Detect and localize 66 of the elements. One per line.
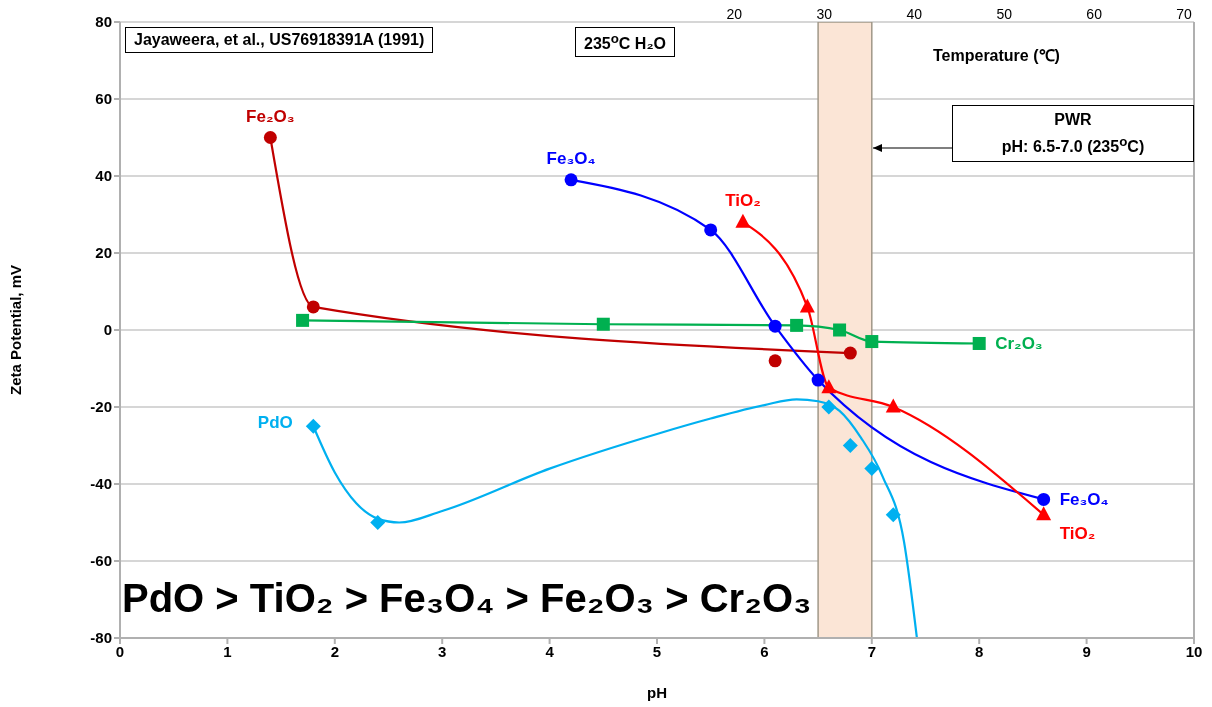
point: [821, 379, 837, 394]
point: [768, 354, 782, 368]
x-axis-title: pH: [647, 684, 667, 701]
series-label: Cr₂O₃: [995, 334, 1043, 354]
y-tick-label: -20: [90, 398, 112, 416]
series-label: TiO₂: [1059, 523, 1096, 543]
x-tick-label: 10: [1185, 642, 1203, 660]
x2-tick-label: 30: [816, 6, 833, 22]
point: [564, 173, 578, 187]
x2-tick-label: 40: [906, 6, 923, 22]
point: [296, 313, 310, 327]
x-tick-label: 5: [652, 642, 662, 660]
x-tick-label: 1: [223, 642, 232, 660]
x-tick-label: 9: [1082, 642, 1091, 660]
y-tick-label: 60: [95, 90, 112, 108]
point: [735, 213, 751, 228]
series-label: PdO: [257, 412, 293, 432]
point: [972, 336, 986, 350]
point: [811, 373, 825, 387]
y-tick-label: 40: [95, 167, 112, 185]
point: [865, 335, 879, 349]
series-label: Fe₃O₄: [1059, 490, 1109, 510]
x-tick-label: 2: [330, 642, 339, 660]
y-tick-label: -80: [90, 629, 112, 647]
point: [1037, 492, 1051, 506]
point: [885, 507, 901, 523]
x2-tick-label: 50: [996, 6, 1013, 22]
point: [799, 298, 815, 313]
point: [1036, 506, 1052, 521]
x2-tick-label: 60: [1086, 6, 1103, 22]
y-tick-label: -60: [90, 552, 112, 570]
x-tick-label: 3: [438, 642, 447, 660]
point: [704, 223, 718, 237]
point: [370, 515, 386, 530]
y-axis-title: Zeta Potential, mV: [7, 264, 25, 396]
point: [596, 317, 610, 331]
annotation: Fe₃O₄: [546, 148, 596, 168]
x-tick-label: 6: [760, 642, 769, 660]
point: [885, 398, 901, 413]
point: [833, 323, 847, 337]
point: [842, 438, 858, 453]
point: [864, 461, 880, 477]
annotation: Jayaweera, et al., US76918391A (1991): [125, 27, 434, 53]
x2-tick-label: 20: [726, 6, 743, 22]
x-tick-label: 7: [867, 642, 876, 660]
y-tick-label: 20: [95, 244, 112, 262]
annotation: Fe₂O₃: [246, 106, 295, 126]
point: [790, 318, 804, 332]
y-tick-label: -40: [90, 475, 112, 493]
y-tick-label: 80: [95, 13, 112, 31]
point: [843, 346, 857, 360]
point: [306, 300, 320, 314]
y-tick-label: 0: [103, 321, 112, 339]
x-tick-label: 0: [115, 642, 125, 660]
annotation: TiO₂: [725, 191, 761, 211]
x2-axis-title: Temperature (℃): [933, 46, 1060, 66]
annotation: PdO > TiO₂ > Fe₃O₄ > Fe₂O₃ > Cr₂O₃: [122, 576, 812, 621]
point: [305, 418, 321, 434]
point: [768, 319, 782, 333]
x-tick-label: 4: [545, 642, 555, 660]
x2-tick-label: 70: [1176, 6, 1193, 22]
annotation: PWR pH: 6.5-7.0 (235$^{o}$C): [952, 105, 1194, 163]
point: [263, 131, 277, 144]
annotation: 235$^{o}$C H₂O: [575, 27, 675, 58]
point: [821, 399, 837, 415]
x-tick-label: 8: [975, 642, 984, 660]
